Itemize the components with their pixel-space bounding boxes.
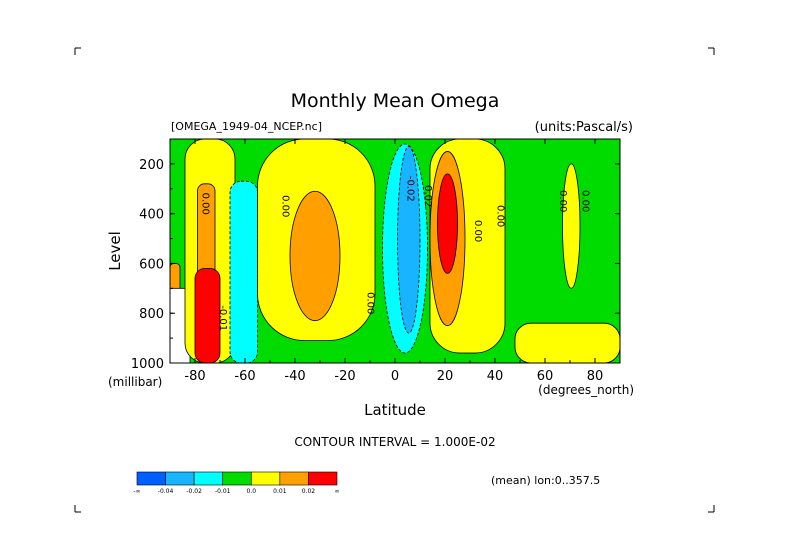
x-tick-label: 80 <box>587 369 604 384</box>
y-tick-label: 800 <box>139 307 164 322</box>
x-tick-label: -40 <box>284 369 305 384</box>
colorbar-swatch <box>222 471 252 486</box>
contour-label: 0.00 <box>280 195 291 217</box>
contour-region-tropical-red <box>437 173 458 274</box>
colorbar-label: ∞ <box>335 488 340 495</box>
contour-label: 0.00 <box>472 220 483 242</box>
contour-labels: 0.00 0.00 -0.01 0.00 -0.02 0.02 0.00 0.00 0.00 0.… <box>200 176 591 331</box>
x-axis-ticks: -80 -60 -40 -20 0 20 40 60 80 <box>169 139 621 384</box>
colorbar-swatch <box>308 471 338 486</box>
y-tick-label: 1000 <box>131 357 164 372</box>
colorbar-label: -∞ <box>133 488 140 495</box>
colorbar-swatch <box>165 471 195 486</box>
colorbar-swatch <box>193 471 224 486</box>
contour-plot-area <box>170 139 620 363</box>
frame-corner-marks <box>74 47 715 513</box>
y-axis-units: (millibar) <box>108 375 162 389</box>
contour-label: 0.00 <box>557 190 568 212</box>
y-tick-label: 600 <box>139 257 164 272</box>
contour-region-southern-cyan <box>229 180 258 363</box>
x-tick-label: 20 <box>437 369 454 384</box>
colorbar: -∞ -0.04 -0.02 -0.01 0.0 0.01 0.02 ∞ <box>133 471 340 495</box>
contour-label: -0.02 <box>405 176 416 202</box>
x-axis-label: Latitude <box>364 401 426 419</box>
x-tick-label: -80 <box>184 369 205 384</box>
x-tick-label: -20 <box>334 369 355 384</box>
x-tick-label: 60 <box>537 369 554 384</box>
contour-label: 0.00 <box>495 205 506 227</box>
mean-longitude-note: (mean) lon:0..357.5 <box>491 474 600 487</box>
colorbar-label: 0.0 <box>247 488 257 495</box>
y-tick-label: 400 <box>139 208 164 223</box>
contour-label: 0.02 <box>422 185 433 207</box>
contour-label: 0.00 <box>365 292 376 314</box>
x-axis-units: (degrees_north) <box>538 383 634 397</box>
contour-region-northern-yellow-lower <box>514 322 620 363</box>
colorbar-swatch <box>136 471 166 486</box>
chart-title: Monthly Mean Omega <box>291 90 500 112</box>
y-axis-ticks: 200 400 600 800 1000 <box>131 138 620 372</box>
contour-region-equatorial-blue <box>397 146 421 334</box>
colorbar-swatch <box>250 471 281 486</box>
colorbar-swatch <box>279 471 309 486</box>
colorbar-label: 0.02 <box>302 488 316 495</box>
y-axis-label: Level <box>106 231 124 271</box>
source-label: [OMEGA_1949-04_NCEP.nc] <box>171 120 322 133</box>
x-tick-label: 0 <box>391 369 399 384</box>
colorbar-label: -0.01 <box>215 488 231 495</box>
contour-region-northern-yellow-band <box>562 163 581 289</box>
contour-label: -0.01 <box>217 305 228 331</box>
contour-interval-note: CONTOUR INTERVAL = 1.000E-02 <box>294 435 495 449</box>
contour-region-southern-midlat-orange <box>289 190 341 322</box>
x-tick-label: -60 <box>234 369 255 384</box>
y-tick-label: 200 <box>139 158 164 173</box>
contour-region-southern-red <box>194 268 221 363</box>
colorbar-label: -0.02 <box>186 488 202 495</box>
colorbar-label: -0.04 <box>158 488 174 495</box>
x-tick-label: 40 <box>487 369 504 384</box>
contour-label: 0.00 <box>580 190 591 212</box>
units-label: (units:Pascal/s) <box>535 120 633 135</box>
contour-label: 0.00 <box>200 193 211 215</box>
colorbar-label: 0.01 <box>273 488 287 495</box>
